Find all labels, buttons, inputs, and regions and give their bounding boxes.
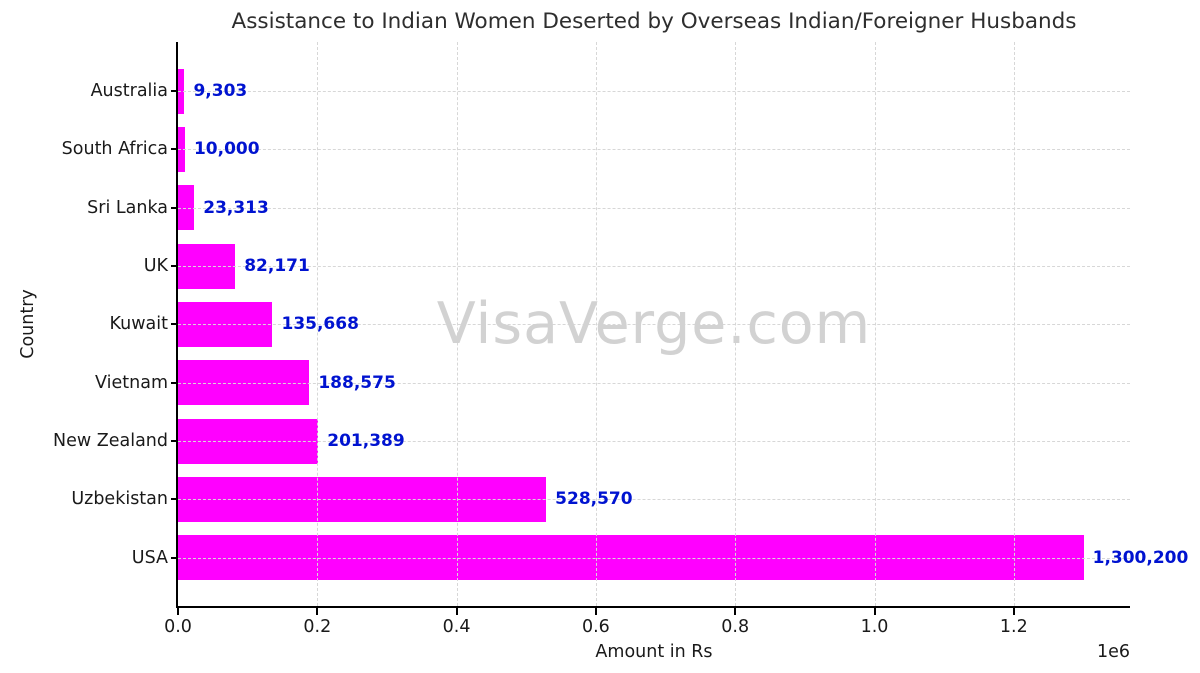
x-tick-label: 0.8 bbox=[721, 617, 750, 637]
x-tick bbox=[316, 606, 319, 615]
y-tick bbox=[171, 206, 178, 209]
y-axis-title: Country bbox=[18, 289, 38, 359]
v-gridline bbox=[317, 42, 319, 606]
h-gridline bbox=[178, 149, 1130, 151]
bar-row: USA 1,300,200 bbox=[132, 529, 1188, 587]
x-tick-label: 0.6 bbox=[581, 617, 610, 637]
x-tick bbox=[873, 606, 876, 615]
bar-row: South Africa 10,000 bbox=[62, 120, 1130, 178]
category-label: Uzbekistan bbox=[71, 489, 168, 510]
x-axis-spine bbox=[176, 606, 1130, 608]
value-label: 188,575 bbox=[318, 372, 396, 393]
y-tick bbox=[171, 90, 178, 93]
v-gridline bbox=[456, 42, 458, 606]
v-gridline bbox=[595, 42, 597, 606]
h-gridline bbox=[178, 441, 1130, 443]
watermark: VisaVerge.com bbox=[436, 291, 872, 357]
category-label: New Zealand bbox=[53, 431, 168, 452]
value-label: 82,171 bbox=[244, 256, 310, 277]
value-label: 1,300,200 bbox=[1092, 547, 1189, 568]
bar-row: Sri Lanka 23,313 bbox=[87, 179, 1130, 237]
x-tick bbox=[455, 606, 458, 615]
h-gridline bbox=[178, 324, 1130, 326]
y-tick bbox=[171, 323, 178, 326]
x-tick-label: 0.2 bbox=[303, 617, 332, 637]
category-label: USA bbox=[131, 547, 168, 568]
category-label: South Africa bbox=[61, 139, 168, 160]
bar-row: New Zealand 201,389 bbox=[53, 412, 1130, 470]
x-tick-label: 1.0 bbox=[860, 617, 889, 637]
y-tick bbox=[171, 498, 178, 501]
h-gridline bbox=[178, 207, 1130, 209]
x-tick-label: 1.2 bbox=[999, 617, 1028, 637]
bar-row: Kuwait 135,668 bbox=[110, 295, 1130, 353]
category-label: Kuwait bbox=[109, 314, 168, 335]
x-tick bbox=[1012, 606, 1015, 615]
category-label: Australia bbox=[90, 81, 168, 102]
category-label: UK bbox=[143, 256, 168, 277]
bar-row: Vietnam 188,575 bbox=[95, 354, 1130, 412]
bar-row: UK 82,171 bbox=[144, 237, 1130, 295]
h-gridline bbox=[178, 382, 1130, 384]
x-tick-label: 0.0 bbox=[164, 617, 192, 637]
x-tick bbox=[177, 606, 179, 615]
v-gridline bbox=[1013, 42, 1015, 606]
x-tick bbox=[594, 606, 597, 615]
value-label: 10,000 bbox=[193, 139, 260, 160]
y-axis-spine bbox=[176, 42, 178, 606]
value-label: 135,668 bbox=[281, 314, 359, 335]
x-axis-ticks: 0.0 0.2 0.4 0.6 0.8 1.0 1.2 bbox=[164, 606, 1130, 646]
h-gridline bbox=[178, 266, 1130, 268]
plot-area: Australia 9,303 South Africa 10,000 Sri Lank… bbox=[53, 42, 1188, 608]
y-tick bbox=[171, 381, 178, 384]
h-gridline bbox=[178, 557, 1130, 559]
bar-row: Uzbekistan 528,570 bbox=[71, 470, 1130, 528]
x-axis-title: Amount in Rs bbox=[595, 642, 713, 662]
y-tick bbox=[171, 556, 178, 559]
x-tick bbox=[734, 606, 737, 615]
category-label: Sri Lanka bbox=[87, 197, 168, 218]
value-label: 201,389 bbox=[327, 431, 405, 452]
value-label: 9,303 bbox=[193, 81, 248, 102]
y-tick bbox=[171, 265, 178, 268]
y-tick bbox=[171, 148, 178, 151]
value-label: 23,313 bbox=[203, 197, 269, 218]
v-gridline bbox=[735, 42, 737, 606]
value-label: 528,570 bbox=[555, 489, 633, 510]
chart-title: Assistance to Indian Women Deserted by O… bbox=[231, 9, 1077, 34]
y-tick bbox=[171, 440, 178, 443]
axis-offset-label: 1e6 bbox=[1096, 642, 1130, 662]
v-gridline bbox=[874, 42, 876, 606]
h-gridline bbox=[178, 91, 1130, 93]
bar-row: Australia 9,303 bbox=[91, 62, 1130, 120]
category-label: Vietnam bbox=[95, 372, 168, 393]
x-tick-label: 0.4 bbox=[442, 617, 471, 637]
h-gridline bbox=[178, 499, 1130, 501]
